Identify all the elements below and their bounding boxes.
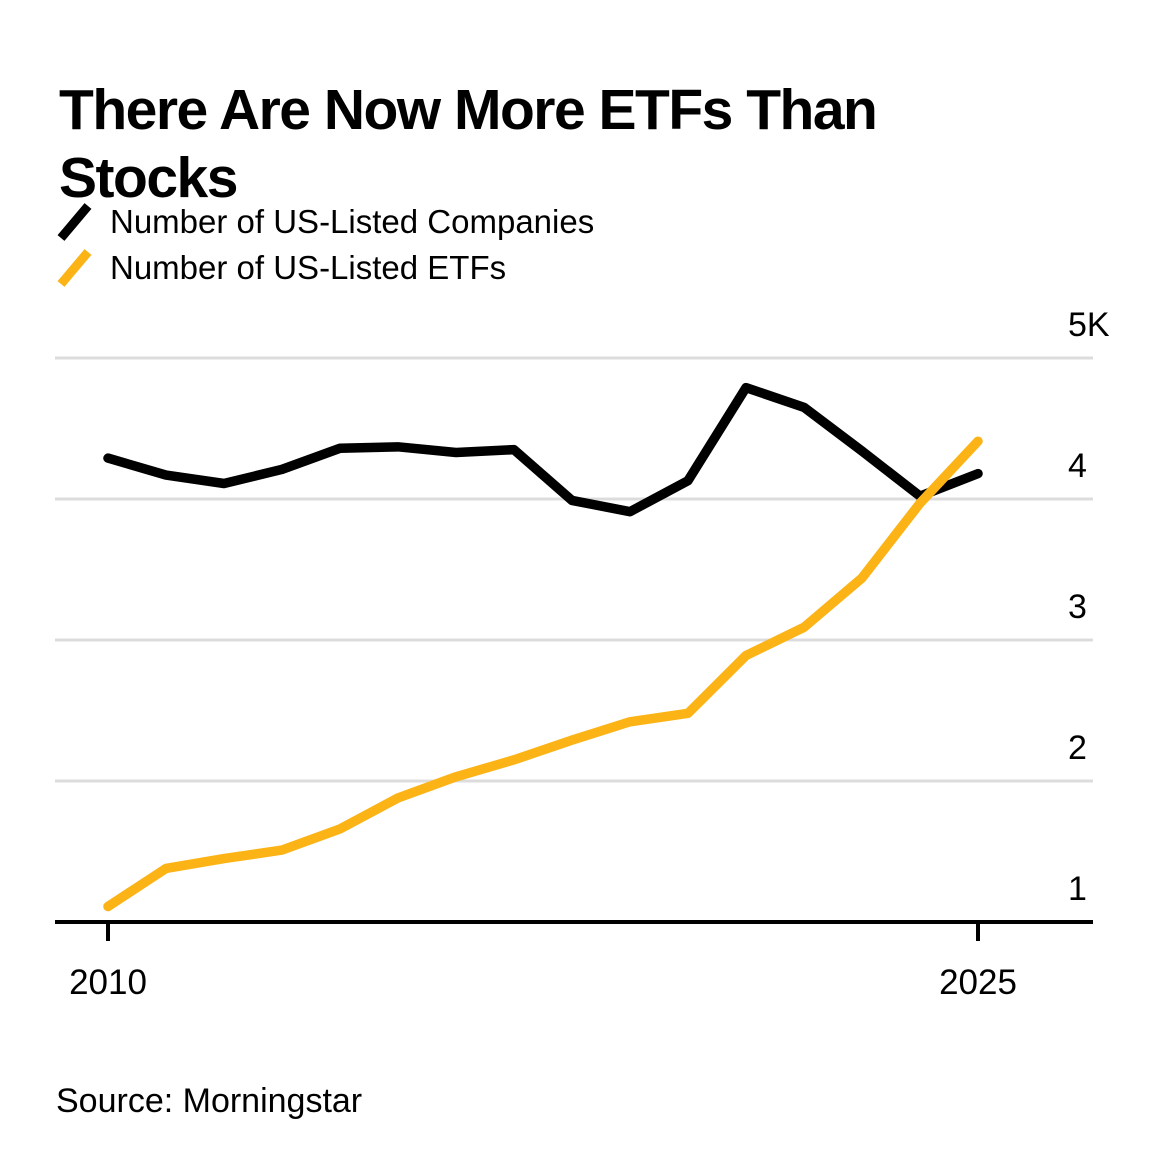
x-axis-label-2025: 2025 <box>939 963 1017 1002</box>
y-axis-label-1: 1 <box>1068 870 1087 908</box>
y-axis-label-3: 3 <box>1068 588 1087 626</box>
y-axis-label-5K: 5K <box>1068 306 1110 344</box>
legend-label-etfs: Number of US-Listed ETFs <box>110 249 507 286</box>
data-series-lines <box>103 382 983 912</box>
source-note: Source: Morningstar <box>56 1082 363 1120</box>
series-line-companies <box>103 382 983 517</box>
chart-title: There Are Now More ETFs Than Stocks <box>59 78 878 211</box>
y-axis-label-2: 2 <box>1068 729 1087 767</box>
legend-item-etfs: Number of US-Listed ETFs <box>55 245 594 291</box>
x-axis-ticks <box>106 924 980 941</box>
etfs-line-marker-icon <box>57 249 92 287</box>
legend: Number of US-Listed Companies Number of … <box>55 199 594 291</box>
legend-label-companies: Number of US-Listed Companies <box>110 203 595 240</box>
legend-item-companies: Number of US-Listed Companies <box>55 199 594 245</box>
x-axis-label-2010: 2010 <box>69 963 147 1002</box>
companies-line-marker-icon <box>57 203 92 241</box>
y-axis-label-4: 4 <box>1068 447 1087 485</box>
gridlines <box>55 356 1093 783</box>
series-line-etfs <box>103 436 983 912</box>
